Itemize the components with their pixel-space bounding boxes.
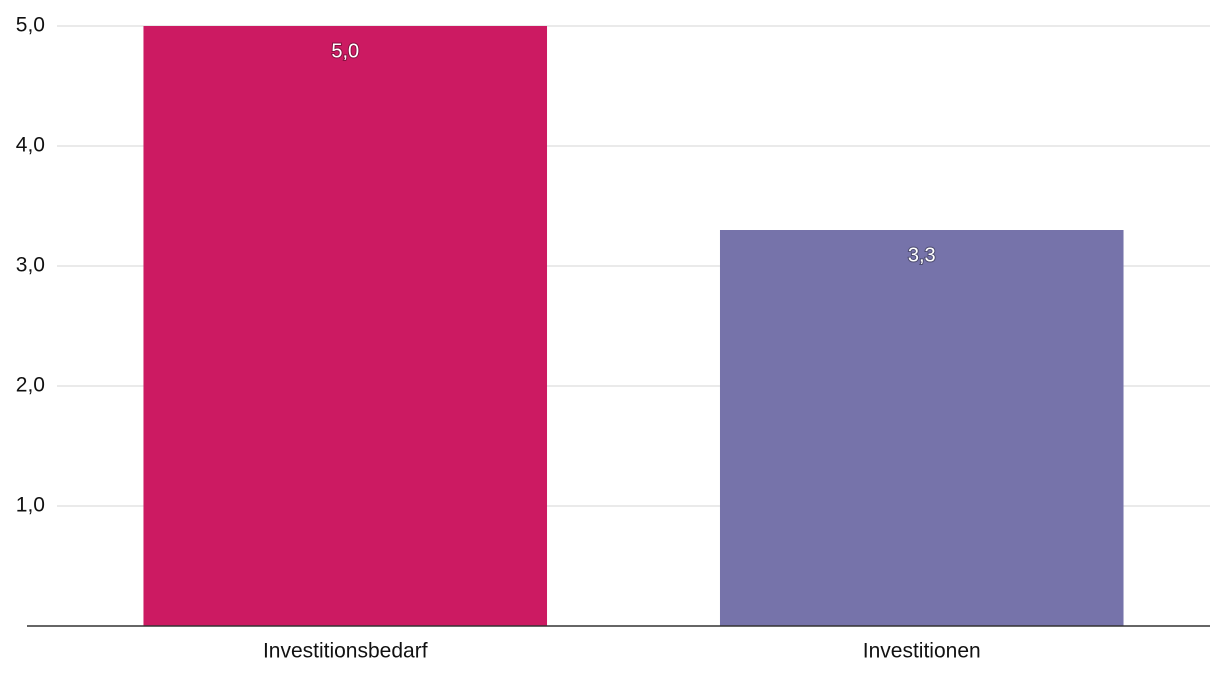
value-label: 3,3 (908, 244, 936, 266)
x-tick-label: Investitionsbedarf (263, 640, 428, 663)
bar (719, 230, 1124, 626)
bar (143, 26, 548, 626)
y-tick-label: 2,0 (16, 374, 45, 397)
y-tick-label: 5,0 (16, 14, 45, 37)
y-tick-label: 4,0 (16, 134, 45, 157)
value-label: 5,0 (331, 40, 359, 62)
y-tick-label: 1,0 (16, 494, 45, 517)
x-tick-label: Investitionen (863, 640, 981, 663)
y-tick-label: 3,0 (16, 254, 45, 277)
